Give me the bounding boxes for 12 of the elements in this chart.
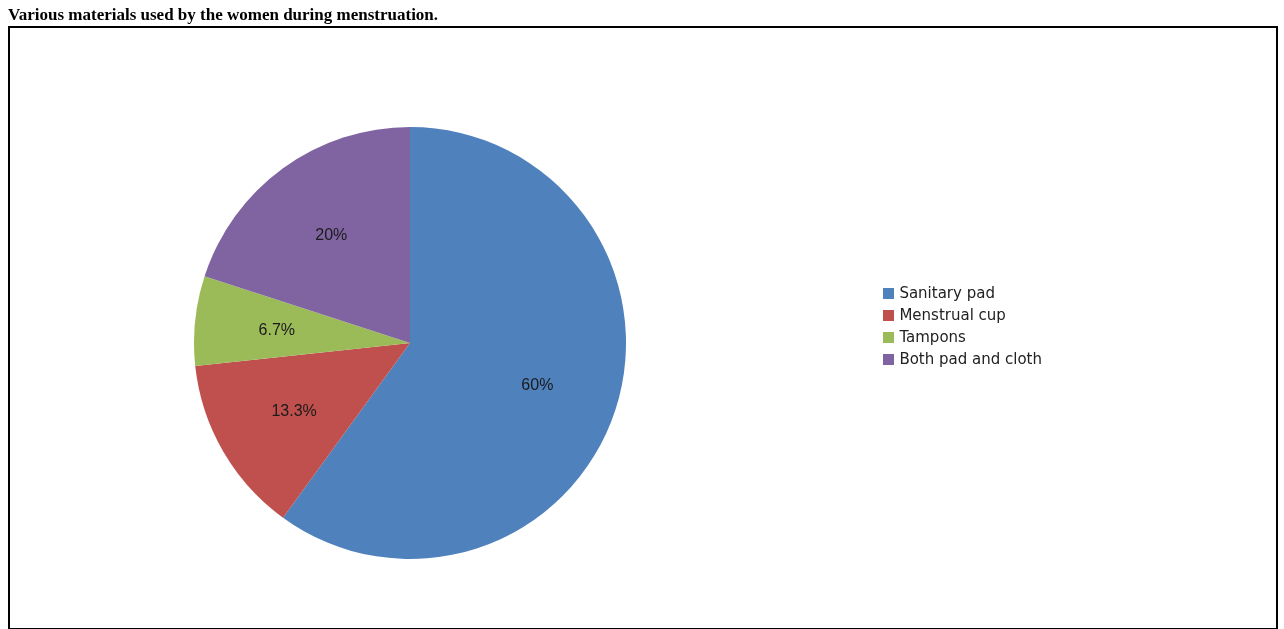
- pie-slice: [195, 343, 410, 518]
- data-label: 13.3%: [271, 401, 317, 419]
- legend-label: Sanitary pad: [898, 283, 996, 304]
- data-label: 20%: [315, 226, 348, 244]
- chart-title: Various materials used by the women during menstruation.: [8, 5, 440, 24]
- pie-slice: [194, 276, 410, 367]
- legend-label: Both pad and cloth: [898, 349, 1042, 370]
- pie-slice: [204, 127, 410, 343]
- data-label: 60%: [521, 375, 554, 393]
- legend-label: Menstrual cup: [898, 305, 1007, 326]
- legend-label: Tampons: [898, 327, 967, 348]
- data-label: 6.7%: [258, 320, 296, 338]
